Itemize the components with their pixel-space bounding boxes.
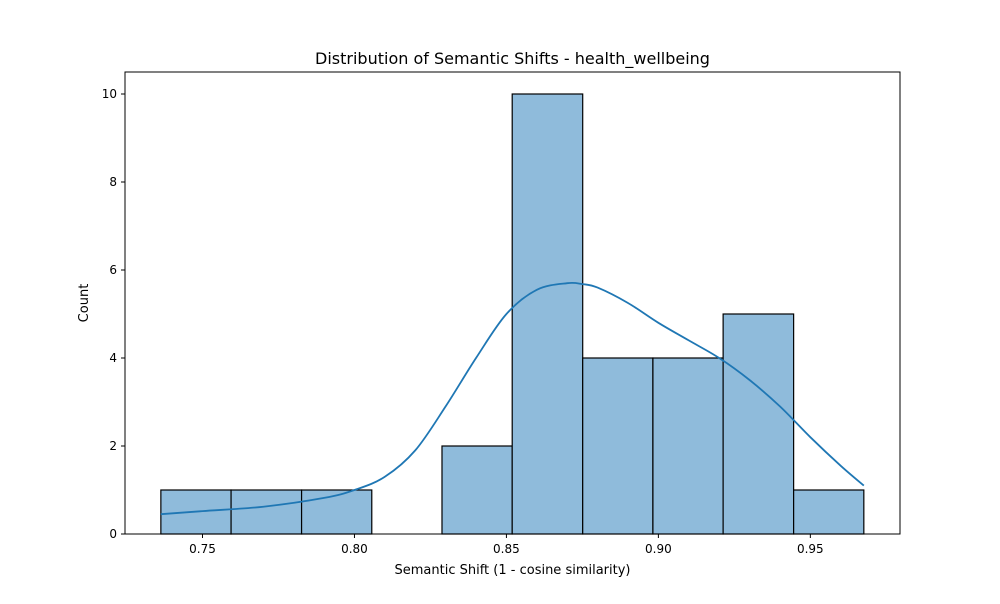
histogram-bar [652, 357, 724, 535]
y-tick-label: 8 [109, 175, 117, 189]
histogram-bar [441, 445, 513, 535]
histogram-bar [230, 489, 303, 535]
y-tick-label: 2 [109, 439, 117, 453]
y-tick-label: 6 [109, 263, 117, 277]
x-tick-label: 0.90 [645, 542, 672, 556]
histogram-bar [722, 313, 795, 535]
x-tick-label: 0.75 [189, 542, 216, 556]
y-tick-label: 4 [109, 351, 117, 365]
x-tick-label: 0.95 [797, 542, 824, 556]
histogram-bar [793, 489, 865, 535]
bars-layer [160, 93, 865, 535]
kde-layer [160, 281, 865, 516]
x-tick-label: 0.85 [493, 542, 520, 556]
histogram-bar [511, 93, 584, 535]
x-axis-label: Semantic Shift (1 - cosine similarity) [395, 563, 631, 578]
y-axis-label: Count [77, 284, 92, 323]
kde-line [160, 281, 865, 516]
axes-frame [124, 71, 901, 535]
histogram-bar [582, 357, 654, 535]
y-tick-label: 0 [109, 527, 117, 541]
x-tick-label: 0.80 [341, 542, 368, 556]
y-tick-label: 10 [102, 87, 117, 101]
histogram-bar [300, 489, 373, 535]
chart-title: Distribution of Semantic Shifts - health… [315, 49, 710, 69]
x-axis-ticks: 0.75 0.80 0.85 0.90 0.95 [189, 534, 824, 556]
y-axis-ticks: 0 2 4 6 8 10 [102, 87, 125, 541]
